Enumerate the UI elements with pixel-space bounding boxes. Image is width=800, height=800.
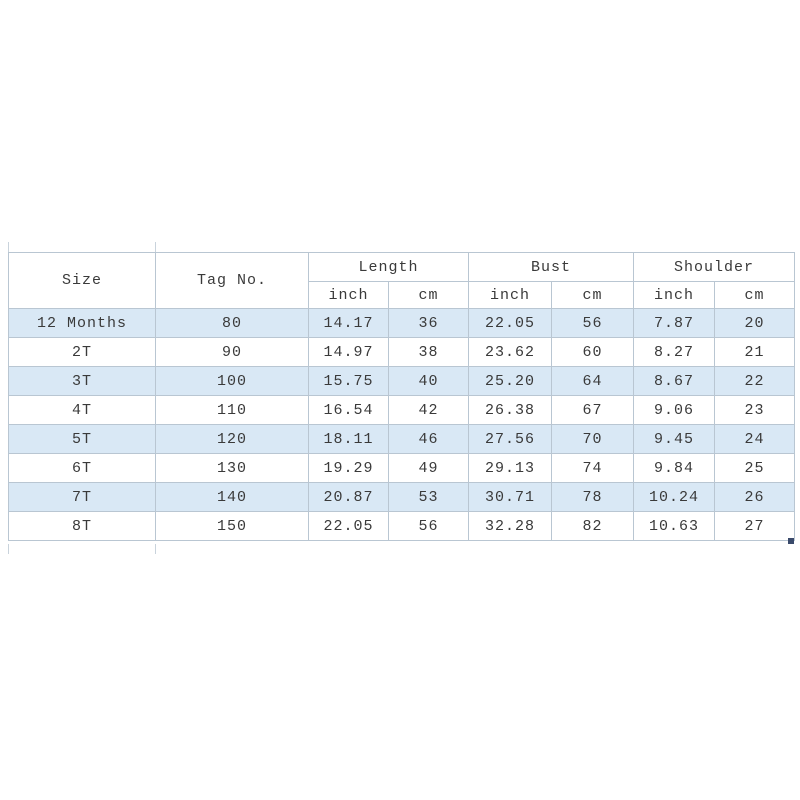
header-bust-inch: inch (468, 281, 553, 309)
cell-length-cm: 36 (387, 308, 470, 338)
cell-length-cm: 53 (387, 482, 470, 512)
cell-length-cm: 49 (387, 453, 470, 483)
cell-bust-inch: 32.28 (468, 511, 553, 541)
cell-bust-cm: 82 (551, 511, 635, 541)
cell-size: 5T (8, 424, 156, 454)
header-shoulder-inch: inch (633, 281, 716, 309)
table-row: 2T 90 14.97 38 23.62 60 8.27 21 (8, 337, 796, 367)
cell-tag-no: 140 (155, 482, 309, 512)
cell-shoulder-cm: 24 (714, 424, 796, 454)
cell-shoulder-cm: 23 (714, 395, 796, 425)
header-length: Length (307, 252, 470, 282)
cell-bust-inch: 22.05 (468, 308, 553, 338)
cell-bust-inch: 26.38 (468, 395, 553, 425)
header-shoulder: Shoulder (633, 252, 796, 282)
header-bust-cm: cm (551, 281, 635, 309)
cell-length-inch: 20.87 (308, 482, 389, 512)
cell-tag-no: 110 (155, 395, 309, 425)
header-unit-row: inch cm inch cm inch cm (9, 281, 796, 309)
cell-size: 12 Months (8, 308, 156, 338)
cell-shoulder-cm: 20 (714, 308, 796, 338)
cell-bust-inch: 30.71 (468, 482, 553, 512)
cell-bust-cm: 74 (551, 453, 635, 483)
header-shoulder-cm: cm (714, 281, 796, 309)
cell-length-inch: 16.54 (308, 395, 389, 425)
header-bust: Bust (468, 252, 635, 282)
cell-bust-cm: 60 (551, 337, 635, 367)
cell-length-inch: 19.29 (308, 453, 389, 483)
cell-length-inch: 15.75 (308, 366, 389, 396)
header-size: Size (8, 252, 156, 309)
header-group-row: Size Tag No. Length Bust Shoulder (8, 252, 796, 309)
cell-shoulder-cm: 25 (714, 453, 796, 483)
cell-size: 3T (8, 366, 156, 396)
cell-length-inch: 14.97 (308, 337, 389, 367)
cell-shoulder-inch: 9.84 (633, 453, 716, 483)
table-row: 7T 140 20.87 53 30.71 78 10.24 26 (8, 482, 796, 512)
cell-length-inch: 14.17 (308, 308, 389, 338)
cell-size: 4T (8, 395, 156, 425)
gridline-stub (8, 544, 9, 554)
cell-length-cm: 38 (387, 337, 470, 367)
cell-bust-inch: 27.56 (468, 424, 553, 454)
table-body: 12 Months 80 14.17 36 22.05 56 7.87 20 2T 90 14.97… (8, 308, 796, 541)
cell-size: 6T (8, 453, 156, 483)
gridline-stub (155, 242, 156, 252)
cell-length-cm: 40 (387, 366, 470, 396)
cell-length-cm: 56 (387, 511, 470, 541)
cell-tag-no: 150 (155, 511, 309, 541)
cell-shoulder-inch: 8.67 (633, 366, 716, 396)
header-length-inch: inch (308, 281, 389, 309)
cell-shoulder-inch: 7.87 (633, 308, 716, 338)
cell-shoulder-cm: 26 (714, 482, 796, 512)
cell-size: 7T (8, 482, 156, 512)
table-row: 6T 130 19.29 49 29.13 74 9.84 25 (8, 453, 796, 483)
cell-shoulder-cm: 27 (714, 511, 796, 541)
header-tag-no: Tag No. (155, 252, 309, 309)
cell-bust-inch: 29.13 (468, 453, 553, 483)
cell-shoulder-inch: 10.63 (633, 511, 716, 541)
table-row: 8T 150 22.05 56 32.28 82 10.63 27 (8, 511, 796, 541)
cell-bust-inch: 25.20 (468, 366, 553, 396)
table-row: 4T 110 16.54 42 26.38 67 9.06 23 (8, 395, 796, 425)
cell-bust-cm: 78 (551, 482, 635, 512)
cell-shoulder-inch: 10.24 (633, 482, 716, 512)
cell-shoulder-inch: 9.45 (633, 424, 716, 454)
cell-bust-cm: 70 (551, 424, 635, 454)
gridline-stub (8, 242, 9, 252)
fill-handle (788, 538, 794, 544)
table-row: 5T 120 18.11 46 27.56 70 9.45 24 (8, 424, 796, 454)
cell-tag-no: 130 (155, 453, 309, 483)
cell-shoulder-inch: 8.27 (633, 337, 716, 367)
cell-length-inch: 18.11 (308, 424, 389, 454)
cell-tag-no: 120 (155, 424, 309, 454)
cell-tag-no: 90 (155, 337, 309, 367)
cell-bust-cm: 64 (551, 366, 635, 396)
cell-bust-cm: 67 (551, 395, 635, 425)
cell-shoulder-inch: 9.06 (633, 395, 716, 425)
cell-shoulder-cm: 22 (714, 366, 796, 396)
cell-size: 2T (8, 337, 156, 367)
table-row: 12 Months 80 14.17 36 22.05 56 7.87 20 (8, 308, 796, 338)
cell-shoulder-cm: 21 (714, 337, 796, 367)
cell-tag-no: 100 (155, 366, 309, 396)
cell-size: 8T (8, 511, 156, 541)
cell-length-cm: 42 (387, 395, 470, 425)
header-length-cm: cm (387, 281, 470, 309)
cell-length-cm: 46 (387, 424, 470, 454)
table-row: 3T 100 15.75 40 25.20 64 8.67 22 (8, 366, 796, 396)
cell-bust-inch: 23.62 (468, 337, 553, 367)
cell-length-inch: 22.05 (308, 511, 389, 541)
gridline-stub (155, 544, 156, 554)
size-chart-table: Size Tag No. Length Bust Shoulder inch c… (8, 252, 796, 541)
cell-bust-cm: 56 (551, 308, 635, 338)
cell-tag-no: 80 (155, 308, 309, 338)
